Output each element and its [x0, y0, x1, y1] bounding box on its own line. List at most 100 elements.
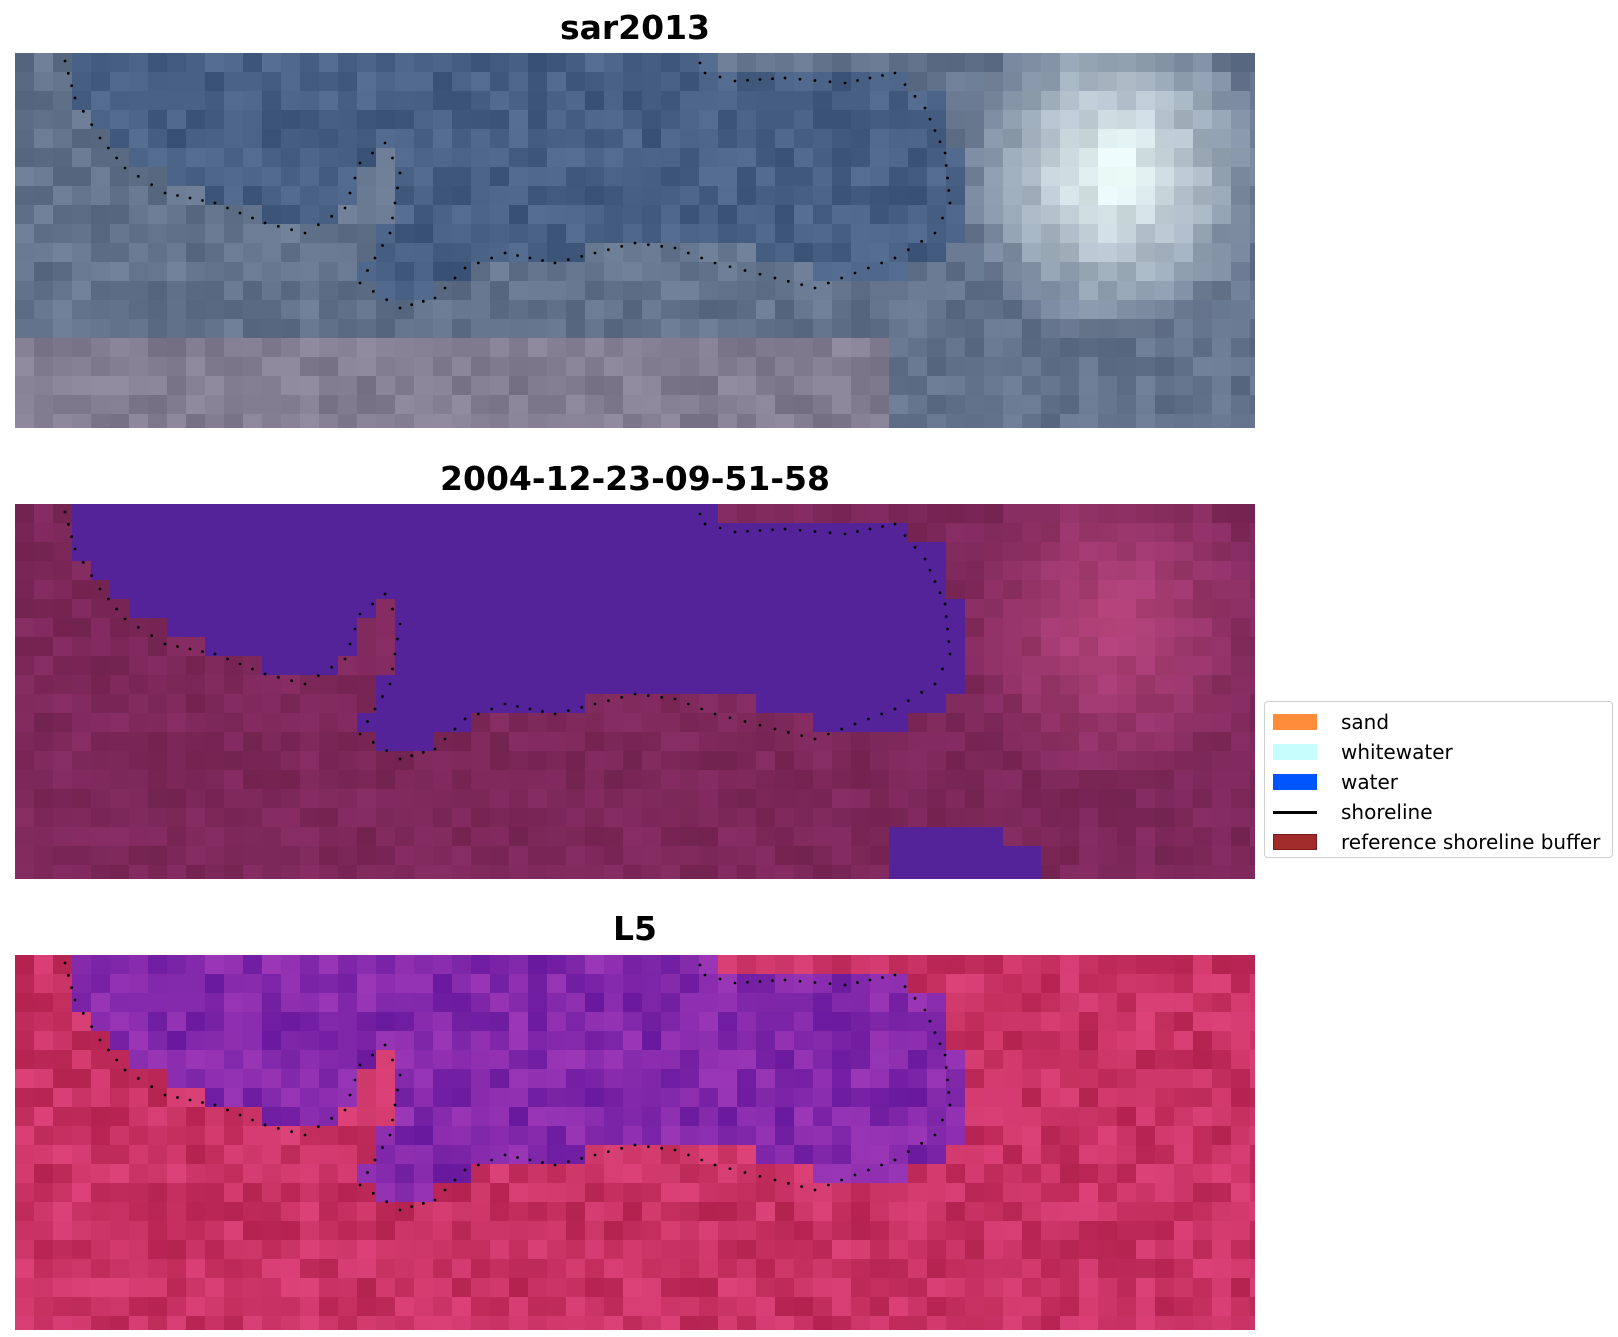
pixel	[53, 53, 73, 73]
pixel	[167, 395, 187, 415]
pixel	[34, 561, 54, 581]
pixel	[680, 281, 700, 301]
pixel	[224, 808, 244, 828]
pixel	[471, 224, 491, 244]
pixel	[186, 599, 206, 619]
pixel	[775, 1107, 795, 1127]
pixel	[984, 395, 1004, 415]
shoreline-dot	[606, 699, 610, 703]
pixel	[680, 186, 700, 206]
pixel	[433, 338, 453, 358]
pixel	[1117, 91, 1137, 111]
pixel	[794, 357, 814, 377]
pixel	[794, 243, 814, 263]
pixel	[889, 637, 909, 657]
pixel	[1003, 580, 1023, 600]
pixel	[547, 827, 567, 847]
pixel	[53, 974, 73, 994]
pixel	[167, 1164, 187, 1184]
pixel	[243, 542, 263, 562]
shoreline-dot	[813, 286, 817, 290]
pixel	[1212, 865, 1232, 879]
pixel	[224, 357, 244, 377]
pixel	[718, 300, 738, 320]
pixel	[148, 865, 168, 879]
pixel	[718, 167, 738, 187]
pixel	[699, 637, 719, 657]
pixel	[1155, 523, 1175, 543]
shoreline-dot	[476, 261, 480, 265]
pixel	[1136, 675, 1156, 695]
pixel	[376, 376, 396, 396]
pixel	[357, 395, 377, 415]
pixel	[319, 1202, 339, 1222]
pixel	[737, 148, 757, 168]
pixel	[718, 395, 738, 415]
pixel	[984, 1012, 1004, 1032]
pixel	[1212, 300, 1232, 320]
pixel	[851, 1278, 871, 1298]
pixel	[91, 110, 111, 130]
pixel	[965, 561, 985, 581]
pixel	[509, 148, 529, 168]
pixel	[1022, 1126, 1042, 1146]
pixel	[718, 751, 738, 771]
pixel	[547, 694, 567, 714]
pixel	[642, 53, 662, 73]
pixel	[490, 751, 510, 771]
pixel	[167, 675, 187, 695]
pixel	[528, 1240, 548, 1260]
pixel	[281, 243, 301, 263]
pixel	[604, 1278, 624, 1298]
pixel	[984, 827, 1004, 847]
pixel	[205, 713, 225, 733]
shoreline-dot	[868, 978, 872, 982]
shoreline-dot	[913, 545, 917, 549]
pixel	[376, 637, 396, 657]
pixel	[376, 1297, 396, 1317]
pixel	[566, 414, 586, 428]
pixel	[15, 1088, 35, 1108]
pixel	[794, 1050, 814, 1070]
pixel	[91, 1069, 111, 1089]
pixel	[91, 91, 111, 111]
pixel	[490, 580, 510, 600]
shoreline-dot	[933, 231, 937, 235]
pixel	[72, 262, 92, 282]
pixel	[585, 561, 605, 581]
pixel	[965, 618, 985, 638]
pixel	[1193, 205, 1213, 225]
pixel	[53, 205, 73, 225]
pixel	[471, 1202, 491, 1222]
pixel	[72, 376, 92, 396]
pixel	[129, 262, 149, 282]
pixel	[471, 523, 491, 543]
shoreline-dot	[176, 645, 179, 648]
pixel	[1079, 148, 1099, 168]
pixel	[338, 224, 358, 244]
shoreline-dot	[783, 978, 787, 982]
pixel	[1193, 72, 1213, 92]
pixel	[1098, 129, 1118, 149]
pixel	[376, 751, 396, 771]
pixel	[528, 72, 548, 92]
pixel	[338, 110, 358, 130]
pixel	[1041, 281, 1061, 301]
pixel	[965, 694, 985, 714]
pixel	[794, 1164, 814, 1184]
shoreline-dot	[391, 1118, 394, 1122]
pixel	[604, 281, 624, 301]
pixel	[281, 1050, 301, 1070]
pixel	[908, 1145, 928, 1165]
pixel	[1193, 599, 1213, 619]
pixel	[1193, 1069, 1213, 1089]
pixel	[946, 675, 966, 695]
pixel	[1098, 974, 1118, 994]
pixel	[1231, 1107, 1251, 1127]
pixel	[927, 637, 947, 657]
pixel	[452, 338, 472, 358]
pixel	[794, 523, 814, 543]
pixel	[1212, 637, 1232, 657]
shoreline-dot	[391, 607, 394, 611]
pixel	[1098, 637, 1118, 657]
